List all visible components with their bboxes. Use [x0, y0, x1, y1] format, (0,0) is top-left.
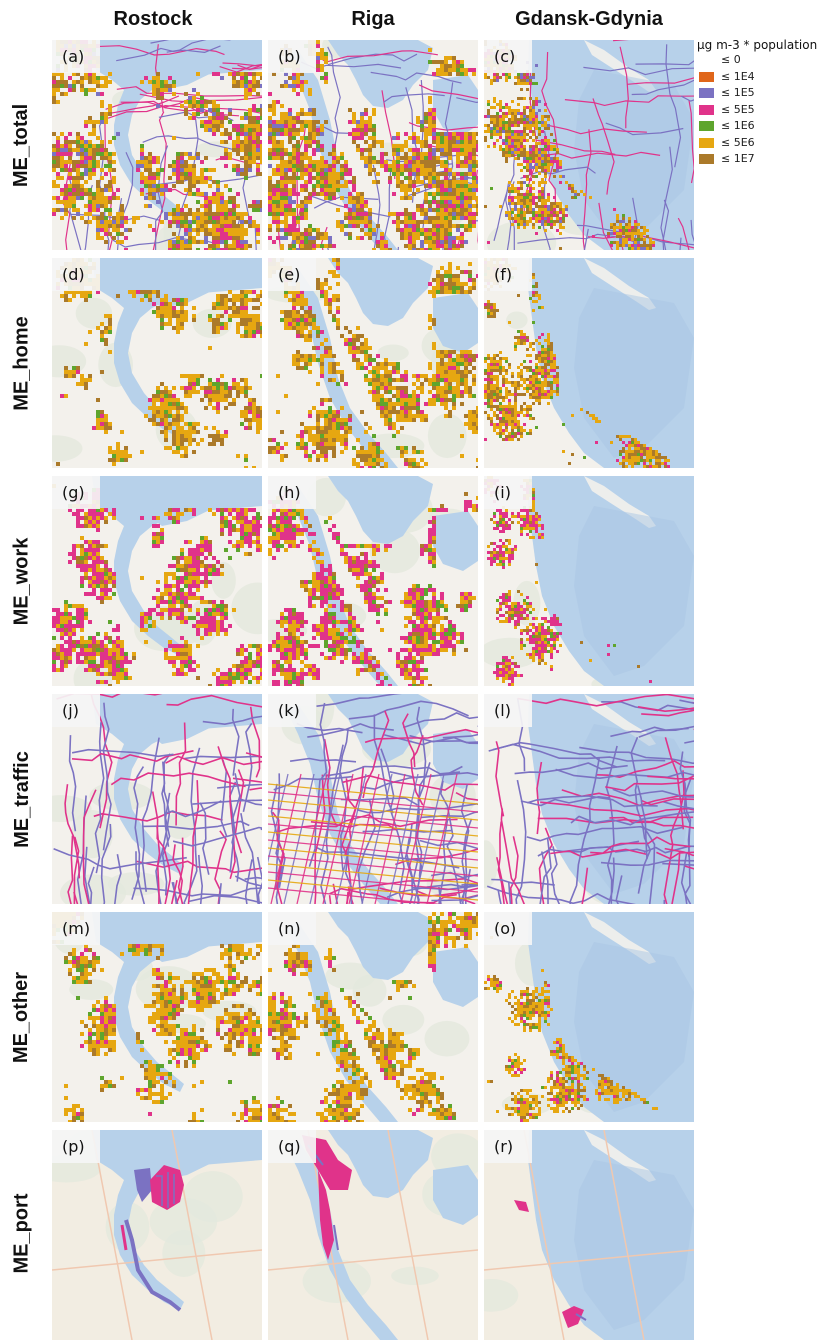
map-image	[484, 476, 694, 686]
panel-letter: (e)	[268, 258, 316, 291]
row-label-me-other: ME_other	[10, 971, 33, 1063]
legend-item: ≤ 1E7	[697, 151, 827, 168]
panel-letter: (g)	[52, 476, 100, 509]
row-label-me-port: ME_port	[10, 1193, 33, 1273]
legend-item: ≤ 5E6	[697, 135, 827, 152]
map-panel-me-home-gdansk-gdynia: (f)	[484, 258, 694, 468]
panel-letter: (c)	[484, 40, 532, 73]
legend-swatch	[699, 154, 714, 164]
map-panel-me-traffic-rostock: (j)	[52, 694, 262, 904]
map-image	[52, 912, 262, 1122]
map-image	[484, 694, 694, 904]
panel-letter: (r)	[484, 1130, 532, 1163]
panel-letter: (n)	[268, 912, 316, 945]
panel-letter: (f)	[484, 258, 532, 291]
panel-letter: (d)	[52, 258, 100, 291]
panel-letter: (k)	[268, 694, 316, 727]
map-panel-me-traffic-gdansk-gdynia: (l)	[484, 694, 694, 904]
row-label-me-total: ME_total	[10, 103, 33, 187]
column-header-gdansk-gdynia: Gdansk-Gdynia	[515, 8, 663, 30]
panel-letter: (j)	[52, 694, 100, 727]
panel-letter: (p)	[52, 1130, 100, 1163]
legend-swatch	[699, 88, 714, 98]
map-panel-me-port-riga: (q)	[268, 1130, 478, 1340]
map-panel-me-work-riga: (h)	[268, 476, 478, 686]
map-image	[52, 476, 262, 686]
legend-item: ≤ 5E5	[697, 102, 827, 119]
map-panel-me-other-rostock: (m)	[52, 912, 262, 1122]
map-image	[52, 694, 262, 904]
panel-letter: (h)	[268, 476, 316, 509]
map-panel-me-total-gdansk-gdynia: (c)	[484, 40, 694, 250]
map-image	[268, 912, 478, 1122]
map-image	[52, 40, 262, 250]
map-panel-me-other-riga: (n)	[268, 912, 478, 1122]
column-header-riga: Riga	[351, 8, 395, 30]
map-image	[484, 40, 694, 250]
map-image	[268, 694, 478, 904]
map-image	[484, 258, 694, 468]
column-header-rostock: Rostock	[113, 8, 193, 30]
legend-swatch	[699, 121, 714, 131]
map-image	[484, 912, 694, 1122]
map-panel-me-work-rostock: (g)	[52, 476, 262, 686]
legend-swatch	[699, 137, 714, 148]
panel-letter: (a)	[52, 40, 100, 73]
map-image	[52, 258, 262, 468]
map-image	[52, 1130, 262, 1340]
map-image	[268, 1130, 478, 1340]
map-panel-me-traffic-riga: (k)	[268, 694, 478, 904]
legend-title: µg m-3 * population	[697, 38, 818, 52]
panel-letter: (l)	[484, 694, 532, 727]
legend-item: ≤ 0	[721, 53, 741, 66]
map-image	[268, 40, 478, 250]
legend-item: ≤ 1E6	[697, 118, 827, 135]
map-panel-me-port-gdansk-gdynia: (r)	[484, 1130, 694, 1340]
map-panel-me-home-riga: (e)	[268, 258, 478, 468]
map-panel-me-home-rostock: (d)	[52, 258, 262, 468]
row-label-me-home: ME_home	[10, 315, 33, 411]
row-label-me-work: ME_work	[10, 537, 33, 625]
panel-letter: (i)	[484, 476, 532, 509]
panel-letter: (m)	[52, 912, 100, 945]
legend-swatch	[699, 71, 714, 82]
map-panel-me-work-gdansk-gdynia: (i)	[484, 476, 694, 686]
map-panel-me-port-rostock: (p)	[52, 1130, 262, 1340]
legend-swatch	[699, 104, 714, 115]
legend: µg m-3 * population ≤ 0 ≤ 1E4 ≤ 1E5 ≤ 5E…	[697, 38, 827, 168]
panel-letter: (b)	[268, 40, 316, 73]
map-image	[268, 258, 478, 468]
legend-item: ≤ 1E4	[697, 69, 827, 86]
row-label-me-traffic: ME_traffic	[10, 750, 33, 848]
map-panel-me-total-rostock: (a)	[52, 40, 262, 250]
legend-item: ≤ 1E5	[697, 85, 827, 102]
panel-letter: (q)	[268, 1130, 316, 1163]
panel-letter: (o)	[484, 912, 532, 945]
map-panel-me-total-riga: (b)	[268, 40, 478, 250]
map-panel-me-other-gdansk-gdynia: (o)	[484, 912, 694, 1122]
map-image	[484, 1130, 694, 1340]
map-image	[268, 476, 478, 686]
